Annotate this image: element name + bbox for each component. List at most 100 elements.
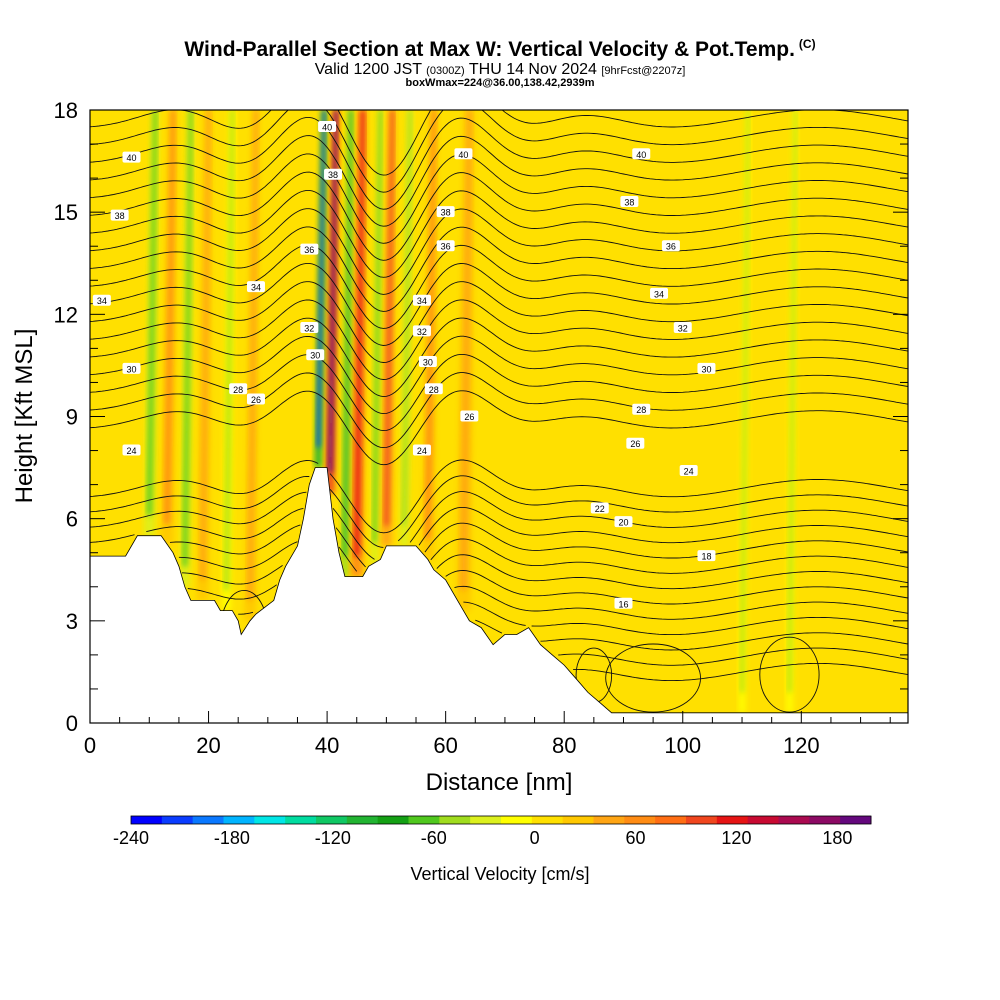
contour-label-bg — [300, 321, 319, 333]
downdraft-core-1 — [182, 110, 193, 567]
contour-labels: 24 30 34 38 40 26 34 28 36 32 30 40 38 34 32 30 28 24 26 38… — [92, 121, 716, 609]
colorbar-tick-label-7: 180 — [822, 828, 852, 848]
contour-label-text: 28 — [429, 385, 439, 395]
contour-label-text: 32 — [678, 323, 688, 333]
contour-label-33: 18 — [697, 550, 716, 562]
isentrope-16 — [238, 585, 908, 620]
isentrope-15 — [463, 601, 908, 636]
colorbar-tick-label-6: 120 — [721, 828, 751, 848]
isentrope-17 — [187, 570, 908, 605]
colorbar-swatch-5 — [285, 816, 317, 824]
updraft-core-3 — [327, 110, 338, 473]
contour-label-bg — [620, 195, 639, 207]
isentrope-30 — [90, 299, 908, 380]
closed-contour-2 — [759, 636, 820, 713]
box-wmax-info: boxWmax=224@36.00,138.42,2939m — [405, 77, 595, 89]
contour-label-bg — [412, 444, 431, 456]
isentrope-12 — [573, 662, 908, 682]
colorbar-swatch-12 — [501, 816, 533, 824]
contour-label-bg — [697, 362, 716, 374]
downdraft-core-6 — [402, 110, 412, 526]
contour-label-text: 30 — [423, 358, 433, 368]
isentrope-22 — [90, 491, 908, 560]
contour-label-text: 40 — [322, 123, 332, 133]
contour-label-bg — [454, 148, 473, 160]
copyright-mark: (C) — [798, 37, 816, 51]
colorbar-swatch-3 — [223, 816, 255, 824]
contour-label-19: 38 — [436, 206, 455, 218]
isentrope-24 — [90, 459, 908, 534]
contour-label-11: 40 — [318, 121, 337, 133]
colorbar-swatch-6 — [316, 816, 348, 824]
contour-label-bg — [418, 356, 437, 368]
isentrope-42 — [90, 110, 908, 176]
contour-label-text: 26 — [251, 395, 261, 405]
y-tick-label-0: 0 — [66, 711, 78, 736]
isentrope-33 — [90, 244, 908, 329]
contour-label-bg — [424, 383, 443, 395]
contour-label-text: 20 — [618, 518, 628, 528]
valid-time: Valid 1200 JST — [314, 61, 422, 78]
updraft-core-0 — [164, 110, 176, 524]
colorbar-swatch-18 — [686, 816, 718, 824]
contour-label-text: 24 — [417, 446, 427, 456]
contour-label-bg — [632, 148, 651, 160]
isentrope-29 — [90, 317, 908, 398]
colorbar-swatch-9 — [408, 816, 440, 824]
contour-label-text: 34 — [251, 283, 261, 293]
updraft-core-5 — [384, 110, 394, 526]
colorbar-swatch-0 — [131, 816, 163, 824]
contour-label-7: 28 — [229, 383, 248, 395]
updraft-core-1 — [200, 110, 211, 580]
colorbar-swatch-8 — [377, 816, 409, 824]
contour-label-bg — [122, 151, 141, 163]
contour-label-23: 38 — [620, 195, 639, 207]
contour-label-8: 36 — [300, 243, 319, 255]
x-axis: 0 20 40 60 80 100 120 — [84, 711, 891, 758]
isentrope-41 — [90, 110, 908, 193]
colorbar: -240 -180 -120 -60 0 60 120 180 — [113, 815, 872, 848]
contour-label-bg — [110, 209, 129, 221]
contour-label-20: 36 — [436, 240, 455, 252]
chart-subtitle: Valid 1200 JST (0300Z) THU 14 Nov 2024 [… — [0, 61, 1000, 79]
contour-label-text: 34 — [97, 296, 107, 306]
colorbar-tick-label-5: 60 — [626, 828, 646, 848]
isentrope-28 — [90, 335, 908, 415]
terrain — [90, 467, 908, 723]
y-tick-label-1: 3 — [66, 609, 78, 634]
contour-label-text: 40 — [636, 150, 646, 160]
downdraft-core-2 — [224, 110, 234, 591]
contour-label-4: 40 — [122, 151, 141, 163]
contour-label-30: 24 — [679, 464, 698, 476]
colorbar-frame — [130, 815, 872, 825]
contour-label-bg — [324, 168, 343, 180]
x-tick-label-2: 40 — [315, 733, 339, 758]
downdraft-core-3 — [316, 110, 326, 448]
colorbar-tick-label-4: 0 — [530, 828, 540, 848]
contour-label-text: 28 — [636, 405, 646, 415]
contour-label-bg — [436, 206, 455, 218]
colorbar-swatch-22 — [809, 816, 841, 824]
x-tick-label-0: 0 — [84, 733, 96, 758]
isentrope-35 — [90, 208, 908, 295]
colorbar-tick-label-0: -240 — [113, 828, 149, 848]
contour-label-17: 24 — [412, 444, 431, 456]
contour-label-10: 30 — [306, 349, 325, 361]
y-tick-label-6: 18 — [54, 98, 78, 123]
contour-label-bg — [614, 597, 633, 609]
contour-label-bg — [697, 550, 716, 562]
isentrope-14 — [475, 619, 908, 651]
updraft-core-4 — [354, 110, 365, 557]
colorbar-swatch-13 — [531, 816, 564, 824]
isentrope-31 — [90, 281, 908, 363]
isentrope-37 — [90, 171, 908, 261]
isentrope-20 — [169, 522, 908, 572]
contour-label-text: 16 — [618, 599, 628, 609]
contour-label-29: 26 — [626, 437, 645, 449]
forecast-info: [9hrFcst@2207z] — [601, 65, 686, 77]
colorbar-label: Vertical Velocity [cm/s] — [410, 864, 589, 884]
contour-label-bg — [673, 321, 692, 333]
x-tick-label-3: 60 — [433, 733, 457, 758]
x-tick-label-4: 80 — [552, 733, 576, 758]
contour-label-bg — [318, 121, 337, 133]
